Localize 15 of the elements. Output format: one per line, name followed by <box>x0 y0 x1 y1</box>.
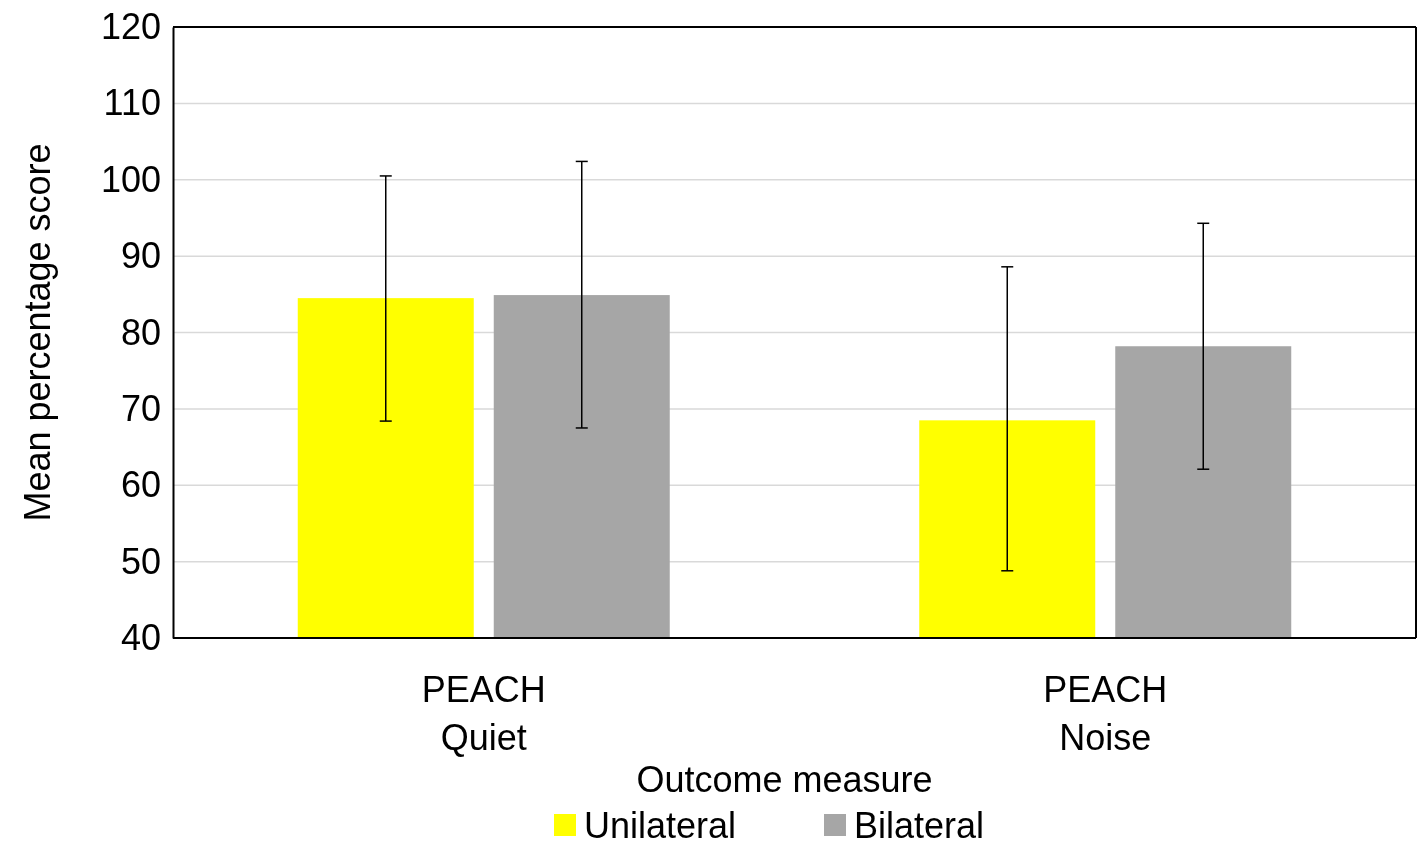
y-tick-label: 60 <box>120 464 161 506</box>
y-tick-label: 40 <box>120 617 161 659</box>
y-tick-label: 80 <box>120 311 161 353</box>
x-axis-title: Outcome measure <box>636 759 933 800</box>
y-tick-label: 70 <box>120 387 161 429</box>
x-tick-label: PEACH Quiet <box>421 669 546 758</box>
y-tick-label: 90 <box>120 235 161 277</box>
legend-label: Bilateral <box>854 805 985 846</box>
y-tick-label: 100 <box>100 158 161 200</box>
y-axis-title: Mean percentage score <box>17 143 58 522</box>
x-tick-label: PEACH Noise <box>1043 669 1168 758</box>
y-tick-label: 120 <box>100 6 161 48</box>
y-tick-label: 110 <box>103 82 161 124</box>
legend-label: Unilateral <box>584 805 737 846</box>
y-tick-label: 50 <box>120 540 161 582</box>
